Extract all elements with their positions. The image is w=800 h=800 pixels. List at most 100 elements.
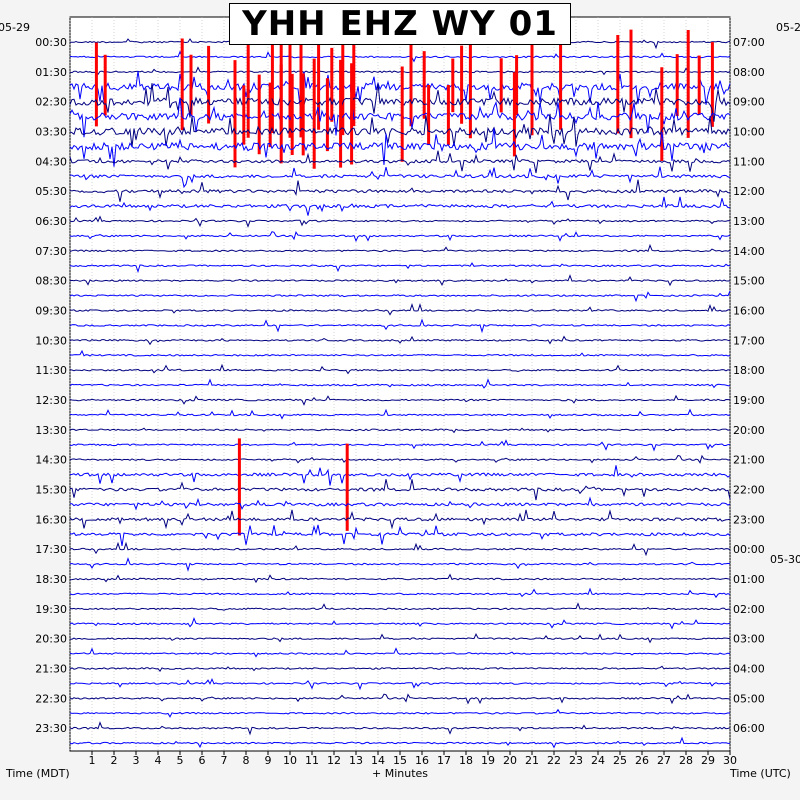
seismic-trace: [69, 262, 731, 274]
seismic-trace: [69, 318, 731, 334]
seismic-trace: [70, 439, 730, 452]
left-tick-label: 15:30: [35, 484, 67, 497]
right-tick-label: 15:00: [733, 275, 765, 288]
x-tick-label: 20: [503, 754, 517, 767]
left-tick-label: 19:30: [35, 603, 67, 616]
right-tick-label: 05:00: [733, 692, 765, 705]
right-tick-label: 09:00: [733, 96, 765, 109]
seismic-trace: [70, 677, 731, 691]
seismic-trace: [69, 50, 731, 63]
left-axis-title: Time (MDT): [5, 767, 70, 780]
seismic-trace: [69, 113, 731, 148]
right-tick-label: 08:00: [733, 66, 765, 79]
right-tick-label: 21:00: [733, 454, 765, 467]
right-axis-title: Time (UTC): [729, 767, 791, 780]
seismic-trace: [69, 427, 731, 434]
right-tick-label: 07:00: [733, 36, 765, 49]
left-tick-label: 06:30: [35, 215, 67, 228]
seismic-trace: [69, 736, 730, 749]
left-tick-label: 09:30: [35, 305, 67, 318]
seismic-trace: [69, 363, 731, 375]
seismic-trace: [69, 408, 731, 420]
seismic-trace: [69, 557, 731, 572]
seismic-trace: [69, 349, 731, 357]
x-tick-label: 23: [569, 754, 583, 767]
x-tick-label: 18: [459, 754, 473, 767]
x-tick-label: 13: [349, 754, 363, 767]
left-tick-label: 16:30: [35, 513, 67, 526]
right-tick-label: 13:00: [733, 215, 765, 228]
right-tick-label: 18:00: [733, 364, 765, 377]
left-tick-label: 14:30: [35, 454, 67, 467]
left-tick-label: 05:30: [35, 185, 67, 198]
right-tick-label: 16:00: [733, 305, 765, 318]
left-tick-label: 12:30: [35, 394, 67, 407]
seismic-trace: [69, 647, 731, 658]
left-tick-label: 11:30: [35, 364, 67, 377]
left-tick-label: 20:30: [35, 633, 67, 646]
seismic-trace: [69, 587, 731, 599]
right-tick-label: 06:00: [733, 722, 765, 735]
seismic-trace: [69, 215, 731, 228]
x-tick-label: 28: [679, 754, 693, 767]
seismic-trace: [69, 632, 731, 644]
seismic-trace: [69, 541, 731, 557]
right-tick-label: 22:00: [733, 484, 765, 497]
x-tick-label: 7: [221, 754, 228, 767]
x-tick-label: 17: [437, 754, 451, 767]
x-tick-label: 2: [111, 754, 118, 767]
right-tick-label: 17:00: [733, 334, 765, 347]
left-tick-label: 02:30: [35, 96, 67, 109]
seismic-trace: [69, 274, 731, 287]
x-tick-label: 10: [283, 754, 297, 767]
left-time-axis: 00:30 01:30 02:30 03:30 04:30 05:30 06:30 07:30…: [35, 36, 67, 735]
right-time-axis: 07:00 08:00 09:00 10:00 11:00 12:00 13:00 14:00…: [733, 36, 765, 735]
right-tick-label: 20:00: [733, 424, 765, 437]
seismic-traces: [69, 29, 731, 749]
seismic-trace: [69, 335, 731, 346]
left-tick-label: 00:30: [35, 36, 67, 49]
right-tick-label: 01:00: [733, 573, 765, 586]
right-tick-label: 00:00: [733, 543, 765, 556]
seismic-trace: [69, 602, 731, 611]
x-tick-label: 6: [199, 754, 206, 767]
left-tick-label: 22:30: [35, 692, 67, 705]
x-tick-label: 11: [305, 754, 319, 767]
seismic-trace: [69, 509, 731, 530]
seismic-trace: [69, 378, 730, 389]
seismic-trace: [69, 231, 731, 243]
seismic-trace: [70, 166, 731, 189]
x-tick-label: 29: [701, 754, 715, 767]
x-tick-label: 30: [723, 754, 737, 767]
seismic-trace: [69, 465, 731, 486]
minute-axis: 1 2 3 4 5 6 7 8 9 10 11 12 13 14 15 16 17 18 19 20 21 22 23 24 2…: [89, 751, 737, 767]
right-tick-label: 11:00: [733, 155, 765, 168]
seismic-trace: [69, 128, 731, 167]
chart-title: YHH EHZ WY 01: [229, 3, 571, 45]
x-tick-label: 5: [177, 754, 184, 767]
right-tick-label: 03:00: [733, 633, 765, 646]
right-date-label-midnight: 05-30: [770, 553, 800, 566]
left-tick-label: 10:30: [35, 334, 67, 347]
seismic-trace: [69, 394, 731, 406]
left-tick-label: 03:30: [35, 126, 67, 139]
seismic-trace: [69, 708, 731, 718]
seismic-trace: [69, 721, 731, 736]
seismic-trace: [69, 693, 731, 705]
x-tick-label: 14: [371, 754, 385, 767]
seismic-trace: [69, 665, 731, 672]
x-axis-title: + Minutes: [372, 767, 428, 780]
seismic-trace: [69, 150, 731, 174]
x-tick-label: 4: [155, 754, 162, 767]
x-tick-label: 15: [393, 754, 407, 767]
seismic-trace: [69, 97, 731, 138]
seismic-trace: [69, 290, 731, 303]
right-tick-label: 10:00: [733, 126, 765, 139]
x-tick-label: 16: [415, 754, 429, 767]
seismic-trace: [69, 616, 731, 630]
right-date-label-top: 05-2: [776, 21, 800, 34]
x-tick-label: 26: [635, 754, 649, 767]
left-date-label: 05-29: [0, 21, 30, 34]
seismic-trace: [69, 524, 731, 546]
